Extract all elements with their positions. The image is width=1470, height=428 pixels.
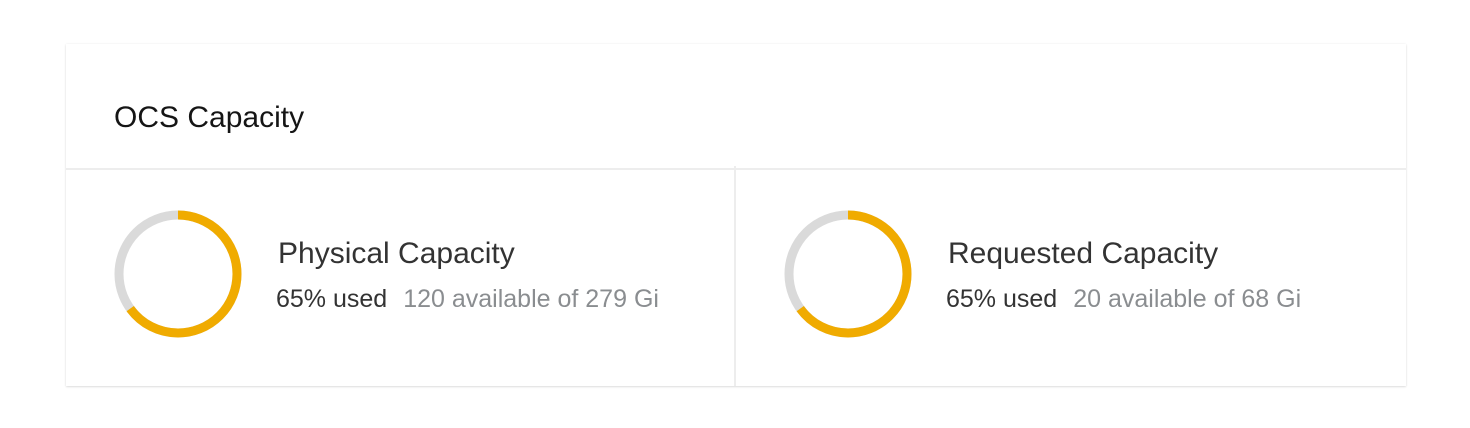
requested-capacity-available: 20 available of 68 Gi xyxy=(1073,285,1302,313)
ocs-capacity-card: OCS Capacity Physical Capacity 65% used 1… xyxy=(66,44,1406,386)
requested-capacity-title: Requested Capacity xyxy=(948,237,1219,270)
physical-capacity-title: Physical Capacity xyxy=(278,237,515,270)
panel-divider xyxy=(734,166,736,386)
requested-capacity-stats: 65% used 20 available of 68 Gi xyxy=(946,284,1301,314)
card-title: OCS Capacity xyxy=(114,101,305,134)
donut-used-arc xyxy=(784,210,912,338)
physical-capacity-used: 65% used xyxy=(276,285,388,313)
physical-capacity-panel: Physical Capacity 65% used 120 available … xyxy=(66,170,734,386)
physical-capacity-stats: 65% used 120 available of 279 Gi xyxy=(276,284,659,314)
requested-capacity-panel: Requested Capacity 65% used 20 available … xyxy=(736,170,1404,386)
physical-capacity-donut-chart xyxy=(114,210,242,338)
donut-used-arc xyxy=(114,210,242,338)
physical-capacity-available: 120 available of 279 Gi xyxy=(403,285,659,313)
requested-capacity-used: 65% used xyxy=(946,285,1058,313)
requested-capacity-donut-chart xyxy=(784,210,912,338)
card-header: OCS Capacity xyxy=(66,44,1406,170)
